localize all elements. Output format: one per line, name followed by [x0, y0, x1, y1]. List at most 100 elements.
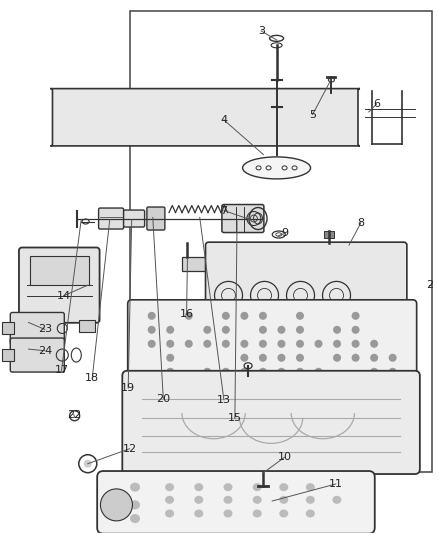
Text: 15: 15 [227, 414, 241, 423]
Circle shape [147, 326, 155, 334]
Ellipse shape [252, 496, 261, 504]
Ellipse shape [223, 483, 232, 491]
FancyBboxPatch shape [10, 338, 64, 372]
Bar [78, 320, 94, 332]
Circle shape [166, 368, 174, 376]
Circle shape [203, 340, 211, 348]
Circle shape [277, 354, 285, 362]
Text: 18: 18 [85, 374, 99, 383]
Text: 2: 2 [425, 280, 432, 290]
FancyBboxPatch shape [205, 242, 406, 317]
Ellipse shape [279, 510, 288, 518]
Circle shape [203, 326, 211, 334]
Ellipse shape [305, 483, 314, 491]
Ellipse shape [279, 483, 288, 491]
Ellipse shape [279, 496, 288, 504]
Text: 17: 17 [54, 366, 68, 375]
FancyBboxPatch shape [50, 88, 359, 146]
Circle shape [240, 340, 248, 348]
Ellipse shape [130, 483, 140, 491]
Ellipse shape [223, 496, 232, 504]
Text: 10: 10 [277, 453, 291, 462]
Circle shape [258, 354, 266, 362]
FancyBboxPatch shape [10, 312, 64, 344]
Text: 20: 20 [156, 394, 170, 403]
Circle shape [258, 326, 266, 334]
Circle shape [369, 354, 377, 362]
Circle shape [314, 340, 322, 348]
Circle shape [295, 326, 303, 334]
Circle shape [221, 312, 230, 320]
Bar [2, 322, 14, 335]
Text: 3: 3 [257, 26, 264, 36]
Bar [182, 257, 206, 271]
Text: 5: 5 [308, 110, 315, 119]
Circle shape [240, 354, 248, 362]
Text: 22: 22 [67, 410, 81, 419]
Circle shape [277, 340, 285, 348]
Circle shape [203, 368, 211, 376]
Text: 7: 7 [220, 206, 227, 215]
Circle shape [351, 340, 359, 348]
Circle shape [369, 340, 377, 348]
Circle shape [277, 326, 285, 334]
Text: 8: 8 [357, 218, 364, 228]
Text: 13: 13 [216, 395, 230, 405]
Bar [323, 231, 333, 238]
Ellipse shape [194, 483, 203, 491]
FancyBboxPatch shape [99, 208, 124, 229]
Ellipse shape [252, 483, 261, 491]
Text: 9: 9 [280, 229, 287, 238]
Ellipse shape [194, 510, 203, 518]
Circle shape [277, 368, 285, 376]
Circle shape [258, 340, 266, 348]
Circle shape [184, 312, 192, 320]
Ellipse shape [252, 510, 261, 518]
Circle shape [351, 354, 359, 362]
Circle shape [258, 368, 266, 376]
Ellipse shape [165, 496, 174, 504]
FancyBboxPatch shape [127, 300, 416, 388]
Circle shape [166, 354, 174, 362]
Text: 14: 14 [57, 291, 71, 301]
Bar [129, 11, 431, 472]
Circle shape [240, 368, 248, 376]
Circle shape [388, 368, 396, 376]
FancyBboxPatch shape [147, 207, 165, 230]
Circle shape [295, 354, 303, 362]
Ellipse shape [165, 510, 174, 518]
Circle shape [369, 368, 377, 376]
Text: 19: 19 [121, 383, 135, 393]
Circle shape [295, 340, 303, 348]
FancyBboxPatch shape [97, 471, 374, 533]
Circle shape [147, 312, 155, 320]
Bar [2, 349, 14, 361]
Circle shape [184, 340, 192, 348]
Ellipse shape [242, 157, 310, 179]
Circle shape [221, 368, 230, 376]
Circle shape [295, 368, 303, 376]
Ellipse shape [130, 500, 140, 510]
Circle shape [240, 312, 248, 320]
Text: 6: 6 [372, 99, 379, 109]
Circle shape [332, 354, 340, 362]
Circle shape [166, 340, 174, 348]
FancyBboxPatch shape [122, 371, 419, 474]
Text: 24: 24 [38, 346, 52, 356]
Text: 12: 12 [122, 444, 136, 454]
Text: 23: 23 [38, 325, 52, 334]
Circle shape [388, 354, 396, 362]
Ellipse shape [305, 510, 314, 518]
Text: 11: 11 [328, 479, 342, 489]
Circle shape [100, 489, 132, 521]
Circle shape [332, 340, 340, 348]
FancyBboxPatch shape [19, 247, 99, 323]
Text: 4: 4 [220, 115, 227, 125]
Ellipse shape [223, 510, 232, 518]
Circle shape [295, 312, 303, 320]
Circle shape [258, 312, 266, 320]
Bar [30, 255, 88, 285]
Circle shape [332, 326, 340, 334]
FancyBboxPatch shape [124, 210, 144, 227]
Ellipse shape [305, 496, 314, 504]
